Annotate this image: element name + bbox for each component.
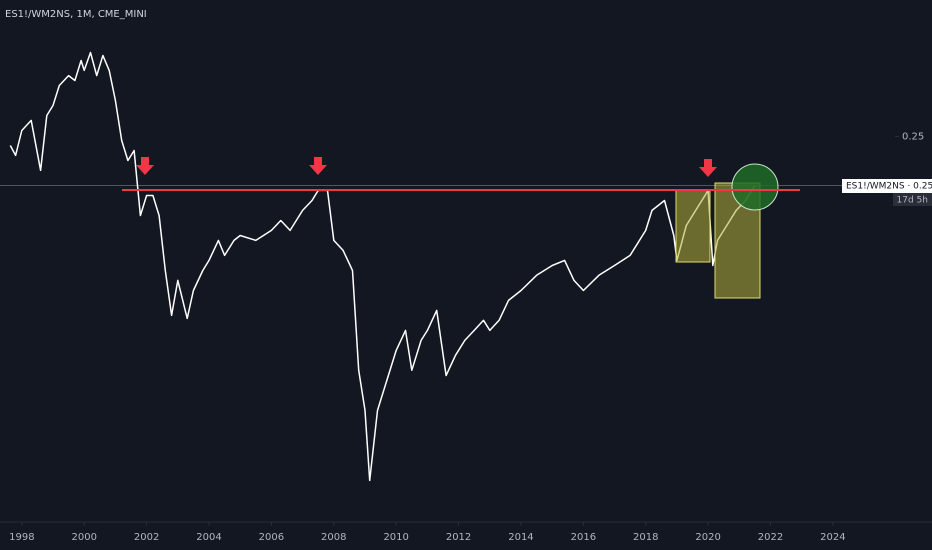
x-tick-label: 2012 bbox=[446, 532, 471, 543]
drawings bbox=[122, 157, 800, 299]
x-tick-label: 2006 bbox=[259, 532, 284, 543]
countdown: 17d 5h bbox=[897, 196, 928, 206]
x-tick-label: 2002 bbox=[134, 532, 159, 543]
y-tick-label: 0.25 bbox=[902, 131, 924, 142]
highlight-circle bbox=[731, 163, 779, 211]
x-tick-label: 2016 bbox=[571, 532, 596, 543]
price-tag-bg bbox=[842, 179, 932, 193]
highlight-box bbox=[675, 189, 711, 263]
x-tick-label: 2022 bbox=[758, 532, 783, 543]
x-tick-label: 2024 bbox=[820, 532, 845, 543]
x-tick-label: 2008 bbox=[321, 532, 346, 543]
price-tag-label: ES1!/WM2NS · 0.25 bbox=[846, 182, 932, 192]
x-tick-label: 2004 bbox=[196, 532, 221, 543]
x-tick-label: 2000 bbox=[72, 532, 97, 543]
arrow bbox=[136, 157, 154, 175]
price-tag: ES1!/WM2NS · 0.25 17d 5h bbox=[842, 179, 932, 206]
arrow bbox=[699, 159, 717, 177]
x-tick-label: 1998 bbox=[9, 532, 34, 543]
x-tick-label: 2018 bbox=[633, 532, 658, 543]
arrow bbox=[309, 157, 327, 175]
chart-title: ES1!/WM2NS, 1M, CME_MINI bbox=[5, 9, 147, 20]
x-tick-label: 2010 bbox=[383, 532, 408, 543]
x-tick-label: 2020 bbox=[695, 532, 720, 543]
countdown-bg bbox=[893, 193, 932, 206]
price-line bbox=[9, 51, 756, 482]
x-tick-label: 2014 bbox=[508, 532, 533, 543]
